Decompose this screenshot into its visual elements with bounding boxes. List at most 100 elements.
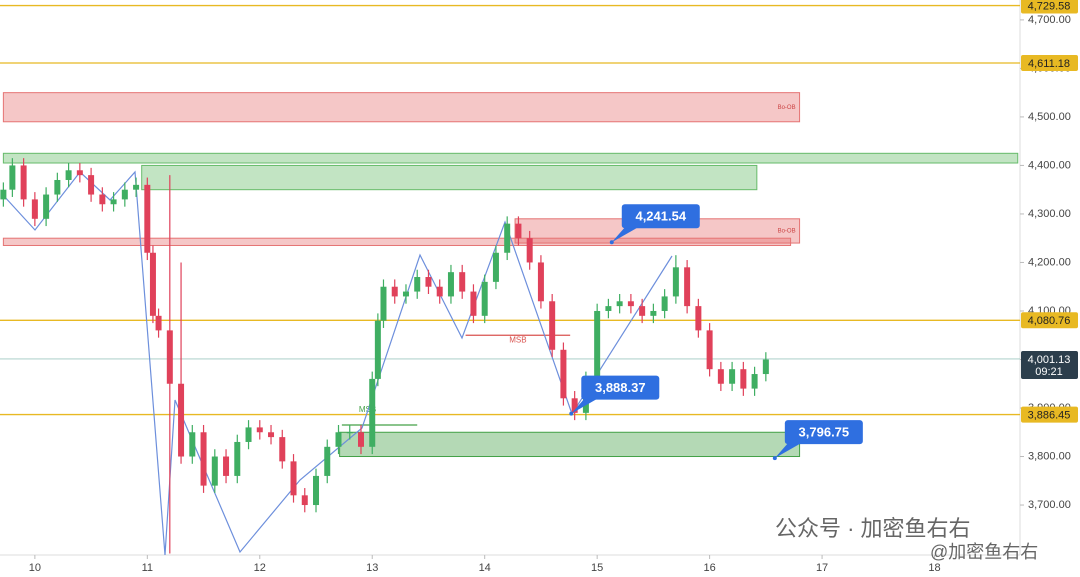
candle-body xyxy=(515,223,522,239)
x-tick-label: 14 xyxy=(479,562,491,574)
candle-body xyxy=(717,369,724,384)
x-tick-label: 10 xyxy=(29,562,41,574)
level-tag xyxy=(1021,0,1078,14)
level-tag xyxy=(1021,312,1078,329)
candle-body xyxy=(99,194,106,205)
candle-body xyxy=(144,184,151,253)
candle-body xyxy=(560,349,567,399)
candle-body xyxy=(149,252,156,316)
candle-body xyxy=(256,427,263,433)
candle-body xyxy=(695,306,702,331)
callout-pointer xyxy=(611,226,640,243)
candle-body xyxy=(189,432,196,457)
candle-body xyxy=(335,432,342,447)
zone xyxy=(339,431,801,458)
candle-body xyxy=(481,281,488,316)
candle-body xyxy=(549,301,556,350)
candle-body xyxy=(470,291,477,316)
candle-body xyxy=(706,330,713,370)
candle-body xyxy=(43,194,50,219)
candle-body xyxy=(290,461,297,496)
candle-body xyxy=(374,320,381,379)
x-tick-label: 11 xyxy=(142,562,153,574)
candle-body xyxy=(492,252,499,282)
x-tick-label: 18 xyxy=(928,562,940,574)
callout-pointer xyxy=(774,442,803,459)
candle-body xyxy=(605,306,612,311)
candle-body xyxy=(76,170,83,176)
callout-pointer xyxy=(571,397,600,414)
candle-body xyxy=(459,272,466,292)
x-tick-label: 17 xyxy=(816,562,828,574)
candle-body xyxy=(234,441,241,476)
candle-body xyxy=(447,272,454,297)
candle-body xyxy=(268,432,275,438)
candle-body xyxy=(0,189,7,200)
msb-label: MSB xyxy=(509,335,526,344)
candle-body xyxy=(414,277,421,292)
callout-box xyxy=(621,204,700,229)
candle-body xyxy=(279,437,286,462)
watermark-handle: @加密鱼右右 xyxy=(930,542,1038,562)
level-label: 4,611.18 xyxy=(1028,58,1070,70)
y-tick-label: 3,800.00 xyxy=(1028,450,1071,462)
candle-body xyxy=(88,175,95,195)
callout-dot xyxy=(609,240,614,245)
zone xyxy=(2,237,792,246)
candle-body xyxy=(121,189,128,200)
overlays: 4,241.54 3,888.37 3,796.75 4,729.58 4,611.18… xyxy=(569,0,1078,461)
watermark: 公众号 · 加密鱼右右 xyxy=(775,516,971,541)
candle-body xyxy=(571,398,578,413)
zone xyxy=(2,92,801,123)
candle-body xyxy=(9,165,16,190)
candle-body xyxy=(729,369,736,384)
candle-body xyxy=(684,267,691,307)
y-tick-label: 4,200.00 xyxy=(1028,256,1071,268)
callout-dot xyxy=(569,411,574,416)
callout-box xyxy=(581,375,660,400)
candle-body xyxy=(380,286,387,321)
candle-body xyxy=(211,456,218,486)
callout-box xyxy=(784,420,863,445)
y-tick-label: 3,700.00 xyxy=(1028,499,1071,511)
zone-label: Bo-OB xyxy=(778,105,796,111)
candle-body xyxy=(223,456,230,476)
candle-body xyxy=(391,286,398,297)
zone-label: Bo-OB xyxy=(778,229,796,235)
candle-body xyxy=(740,369,747,389)
y-tick-label: 4,700.00 xyxy=(1028,14,1071,26)
zone xyxy=(141,164,758,191)
candle-body xyxy=(245,427,252,442)
level-label: 3,886.45 xyxy=(1028,409,1071,421)
y-tick-label: 4,500.00 xyxy=(1028,111,1071,123)
candle-body xyxy=(616,301,623,307)
candle-body xyxy=(301,495,308,506)
candle-body xyxy=(65,170,72,180)
current-price-tag xyxy=(1021,350,1078,379)
callout-dot xyxy=(772,456,777,461)
candle-body xyxy=(155,315,162,331)
y-tick-label: 4,400.00 xyxy=(1028,159,1071,171)
candle-body xyxy=(751,374,758,389)
candle-body xyxy=(504,223,511,253)
x-tick-label: 15 xyxy=(591,562,603,574)
candle-body xyxy=(672,267,679,297)
level-tag xyxy=(1021,54,1078,71)
candles xyxy=(0,158,769,554)
candle-body xyxy=(20,165,27,200)
candle-body xyxy=(402,291,409,297)
zone xyxy=(2,152,1019,164)
callout-label: 4,241.54 xyxy=(635,209,686,224)
candle-body xyxy=(133,184,140,190)
current-price-time: 09:21 xyxy=(1035,366,1063,378)
candle-body xyxy=(369,378,376,447)
candle-body xyxy=(178,383,185,457)
candle-body xyxy=(594,310,601,379)
candle-body xyxy=(357,432,364,447)
x-tick-label: 13 xyxy=(366,562,378,574)
candle-body xyxy=(31,199,38,219)
candle-body xyxy=(436,286,443,297)
x-tick-label: 12 xyxy=(254,562,266,574)
